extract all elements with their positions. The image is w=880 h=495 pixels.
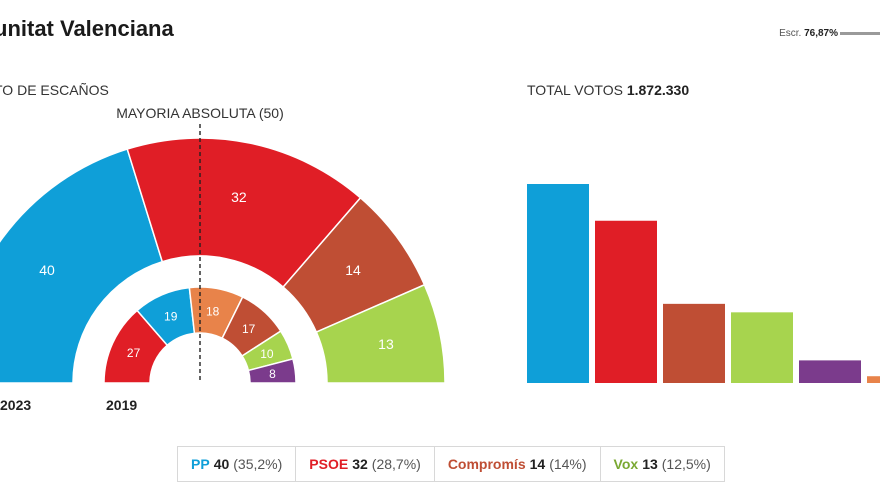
legend-item-pp: PP 40 (35,2%) [178, 447, 297, 481]
vote-bar-2 [663, 303, 725, 383]
votes-title-label: TOTAL VOTOS [527, 82, 623, 98]
year-label-2019: 2019 [106, 397, 137, 413]
seat-label-2023-vox: 13 [378, 336, 394, 352]
vote-bar-1 [595, 220, 657, 383]
seat-label-2019-psoe: 27 [127, 346, 141, 360]
legend-item-vox: Vox 13 (12,5%) [601, 447, 724, 481]
seat-label-2023-compromis: 14 [345, 262, 361, 278]
legend-party: Vox [613, 456, 639, 472]
legend-percent: (14%) [549, 456, 587, 472]
year-label-2023: 2023 [0, 397, 31, 413]
vote-bar-0 [527, 184, 589, 383]
legend-seats: 32 [352, 456, 368, 472]
legend-item-compromis: Compromís 14 (14%) [435, 447, 601, 481]
vote-bar-3 [731, 312, 793, 383]
majority-label: MAYORIA ABSOLUTA (50) [116, 105, 284, 121]
votes-section-title: TOTAL VOTOS 1.872.330 [527, 82, 689, 98]
legend-percent: (28,7%) [371, 456, 421, 472]
seat-label-2019-podemos: 8 [269, 367, 276, 381]
legend-seats: 13 [642, 456, 658, 472]
legend-seats: 14 [529, 456, 546, 472]
seat-label-2019-compromis: 17 [242, 322, 256, 336]
seat-label-2019-pp: 19 [164, 309, 178, 323]
legend-seats: 40 [213, 456, 230, 472]
page-title: unitat Valenciana [0, 16, 174, 41]
legend-item-psoe: PSOE 32 (28,7%) [296, 447, 435, 481]
votes-total-value: 1.872.330 [626, 82, 690, 98]
escrutado-bar [840, 32, 880, 35]
legend-party: Compromís [447, 456, 526, 472]
escrutado-label: Escr. [779, 28, 802, 39]
seat-label-2019-vox: 10 [260, 347, 274, 361]
seats-section-title: TO DE ESCAÑOS [0, 82, 109, 98]
seat-label-2023-pp: 40 [39, 262, 55, 278]
seat-segment-2019-podemos [247, 357, 297, 384]
hemicycle-gap [73, 256, 327, 383]
vote-bar-5 [867, 376, 880, 383]
legend-party: PSOE [309, 456, 349, 472]
seat-label-2019-cs: 18 [206, 304, 220, 318]
escrutado-readout: Escr. 76,87% [779, 28, 838, 39]
seat-label-2023-psoe: 32 [231, 189, 247, 205]
legend-percent: (12,5%) [661, 456, 711, 472]
party-legend: PP 40 (35,2%) PSOE 32 (28,7%) Compromís 14 (14%)… [177, 446, 725, 482]
escrutado-value: 76,87% [804, 28, 838, 39]
vote-bar-4 [799, 360, 861, 383]
legend-party: PP [191, 456, 210, 472]
legend-percent: (35,2%) [233, 456, 283, 472]
